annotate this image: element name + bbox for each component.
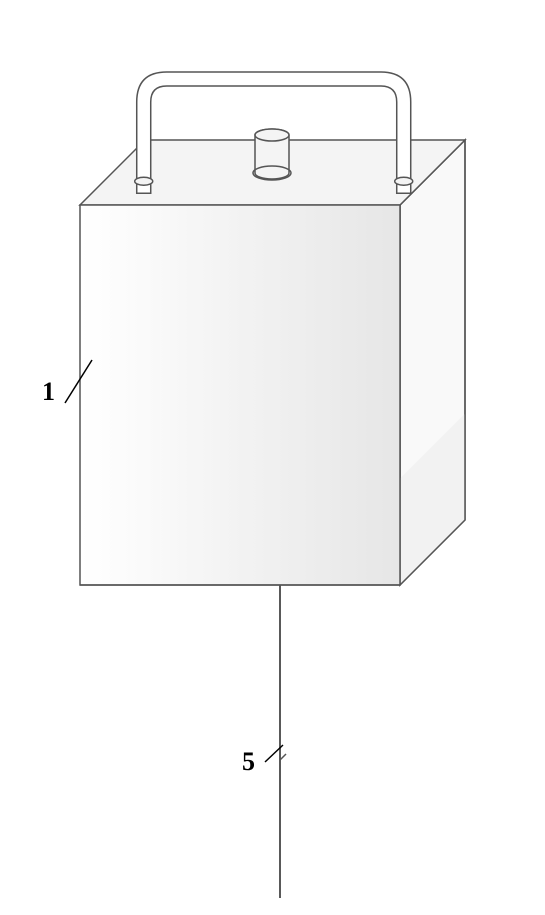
box-front-face [80,205,400,585]
handle-base [135,177,153,185]
figure-container: 15 [0,0,545,915]
diagram-svg: 15 [0,0,545,915]
label-1: 1 [42,377,55,406]
label-5: 5 [242,747,255,776]
cap-top [255,129,289,141]
handle-base [395,177,413,185]
